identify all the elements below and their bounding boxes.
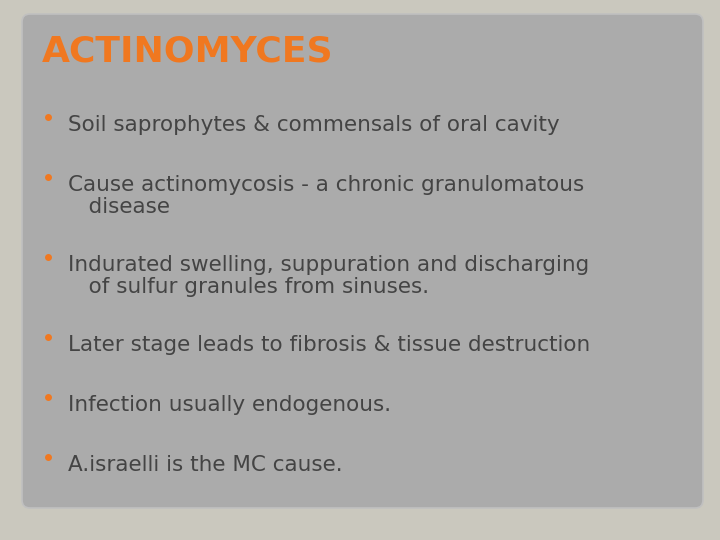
Text: Cause actinomycosis - a chronic granulomatous: Cause actinomycosis - a chronic granulom… [68,175,584,195]
Text: Infection usually endogenous.: Infection usually endogenous. [68,395,391,415]
FancyBboxPatch shape [22,14,703,508]
Text: Later stage leads to fibrosis & tissue destruction: Later stage leads to fibrosis & tissue d… [68,335,590,355]
Text: Indurated swelling, suppuration and discharging: Indurated swelling, suppuration and disc… [68,255,589,275]
Text: Soil saprophytes & commensals of oral cavity: Soil saprophytes & commensals of oral ca… [68,115,559,135]
Text: ACTINOMYCES: ACTINOMYCES [42,34,333,68]
Text: disease: disease [68,197,170,217]
Text: A.israelli is the MC cause.: A.israelli is the MC cause. [68,455,343,475]
Text: of sulfur granules from sinuses.: of sulfur granules from sinuses. [68,277,429,297]
